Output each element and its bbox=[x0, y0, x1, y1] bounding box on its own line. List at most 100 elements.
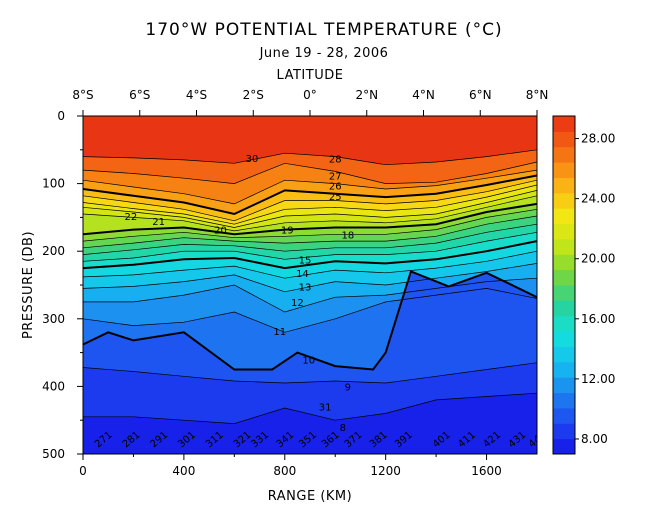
colorbar-bin bbox=[553, 192, 575, 209]
isotherm-label: 11 bbox=[273, 327, 286, 338]
colorbar-bin bbox=[553, 285, 575, 301]
y-tick-label: 200 bbox=[42, 244, 65, 258]
isotherm-label: 9 bbox=[345, 382, 351, 393]
isotherm-11 bbox=[83, 288, 537, 333]
isotherm-12 bbox=[83, 277, 537, 313]
isotherm-9 bbox=[83, 362, 537, 384]
colorbar-bin bbox=[553, 315, 575, 332]
x-tick-label: 1200 bbox=[370, 464, 401, 478]
y-tick-label: 400 bbox=[42, 379, 65, 393]
colorbar-bin bbox=[553, 223, 575, 240]
colorbar-bin bbox=[553, 208, 575, 225]
isotherm-23 bbox=[83, 184, 537, 225]
y-tick-label: 0 bbox=[57, 109, 65, 123]
isotherm-22 bbox=[83, 190, 537, 228]
colorbar-bin bbox=[553, 377, 575, 394]
isotherm-26 bbox=[83, 169, 537, 205]
isotherm-label: 10 bbox=[302, 355, 315, 366]
isotherm-13 bbox=[83, 263, 537, 293]
colorbar-bin bbox=[553, 162, 575, 178]
colorbar-tick-label: 12.00 bbox=[581, 372, 615, 386]
isotherm-27 bbox=[83, 161, 537, 184]
top-tick-label: 2°S bbox=[243, 88, 264, 102]
colorbar-bin bbox=[553, 269, 575, 286]
isotherm-label: 28 bbox=[329, 155, 342, 166]
colorbar-bin bbox=[553, 407, 575, 424]
isotherm-8 bbox=[83, 392, 537, 424]
colorbar-bin bbox=[553, 423, 575, 440]
colorbar-tick-label: 28.00 bbox=[581, 132, 615, 146]
isotherm-label: 21 bbox=[152, 217, 165, 228]
colorbar-bin bbox=[553, 361, 575, 378]
top-tick-label: 6°N bbox=[469, 88, 492, 102]
isotherm-label: 27 bbox=[329, 171, 342, 182]
colorbar-tick-label: 20.00 bbox=[581, 252, 615, 266]
temperature-fill bbox=[83, 116, 537, 454]
isotherm-20 bbox=[83, 202, 537, 236]
isotherm-16 bbox=[83, 231, 537, 262]
colorbar-bin bbox=[553, 131, 575, 148]
colorbar-bin bbox=[553, 146, 575, 163]
colorbar-bin bbox=[553, 300, 575, 317]
colorbar-bin bbox=[553, 116, 575, 132]
isotherm-24 bbox=[83, 179, 537, 222]
isotherm-28 bbox=[83, 149, 537, 166]
isotherm-label: 12 bbox=[291, 298, 304, 309]
top-tick-label: 4°N bbox=[412, 88, 435, 102]
isotherm-18 bbox=[83, 215, 537, 249]
colorbar-bin bbox=[553, 238, 575, 255]
isotherm-19 bbox=[83, 208, 537, 242]
top-tick-label: 6°S bbox=[129, 88, 150, 102]
colorbar-bin bbox=[553, 331, 575, 347]
y-tick-label: 100 bbox=[42, 177, 65, 191]
isotherm-label: 19 bbox=[281, 226, 294, 237]
x-tick-label: 1600 bbox=[471, 464, 502, 478]
x-tick-label: 800 bbox=[273, 464, 296, 478]
isotherm-label: 20 bbox=[214, 226, 227, 237]
y-tick-label: 300 bbox=[42, 312, 65, 326]
colorbar-bin bbox=[553, 346, 575, 363]
x-tick-label: 400 bbox=[172, 464, 195, 478]
y-tick-label: 500 bbox=[42, 447, 65, 461]
x-tick-label: 0 bbox=[79, 464, 87, 478]
colorbar: 8.00 12.00 16.00 20.00 24.00 28.00 bbox=[552, 115, 615, 455]
isotherm-label: 31 bbox=[319, 403, 332, 414]
top-axis: 8°S 6°S 4°S 2°S 0° 2°N 4°N 6°N 8°N bbox=[72, 88, 548, 116]
colorbar-bin bbox=[553, 177, 575, 194]
isotherm-label: 18 bbox=[341, 230, 354, 241]
colorbar-frame bbox=[552, 115, 576, 455]
isotherm-14 bbox=[83, 250, 537, 279]
colorbar-tick-label: 24.00 bbox=[581, 192, 615, 206]
top-tick-label: 0° bbox=[303, 88, 317, 102]
y-axis-label: PRESSURE (DB) bbox=[21, 231, 36, 339]
isotherm-label: 26 bbox=[329, 182, 342, 193]
y-axis: 0 100 200 300 400 500 bbox=[42, 109, 83, 461]
isotherm-label: 15 bbox=[299, 255, 312, 266]
x-axis: 0 400 800 1200 1600 bbox=[79, 454, 502, 478]
colorbar-bin bbox=[553, 254, 575, 271]
isotherm-label: 25 bbox=[329, 192, 342, 203]
isotherm-label: 22 bbox=[125, 212, 138, 223]
isotherm-21 bbox=[83, 195, 537, 232]
chart-subtitle: June 19 - 28, 2006 bbox=[259, 46, 389, 61]
colorbar-tick-label: 8.00 bbox=[581, 432, 608, 446]
isotherm-lines bbox=[83, 149, 537, 424]
isotherm-17 bbox=[83, 223, 537, 255]
isotherm-label: 13 bbox=[299, 282, 312, 293]
top-tick-label: 8°N bbox=[526, 88, 549, 102]
top-axis-label: LATITUDE bbox=[277, 68, 344, 83]
x-axis-label: RANGE (KM) bbox=[268, 489, 352, 504]
isotherm-25 bbox=[83, 174, 537, 216]
colorbar-bin bbox=[553, 392, 575, 409]
top-tick-label: 8°S bbox=[72, 88, 93, 102]
top-tick-label: 4°S bbox=[186, 88, 207, 102]
chart-title: 170°W POTENTIAL TEMPERATURE (°C) bbox=[145, 20, 502, 40]
top-tick-label: 2°N bbox=[355, 88, 378, 102]
isotherm-label: 14 bbox=[296, 269, 309, 280]
station-label: 441 bbox=[527, 430, 549, 451]
colorbar-tick-label: 16.00 bbox=[581, 312, 615, 326]
isotherm-10 bbox=[83, 270, 537, 371]
